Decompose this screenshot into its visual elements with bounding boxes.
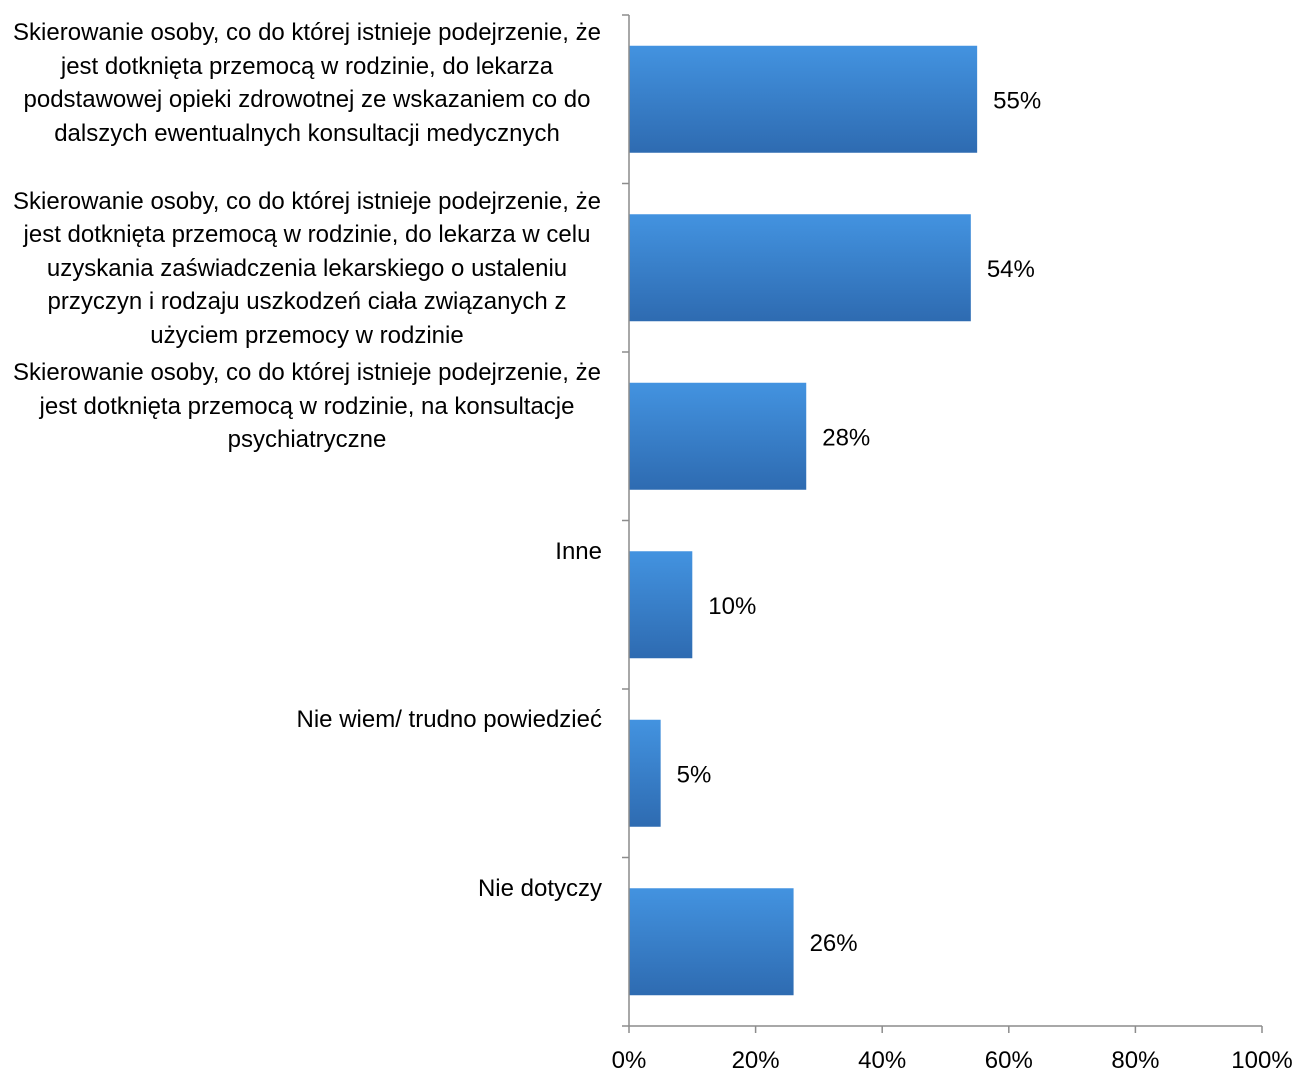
data-label-4: 5% bbox=[677, 761, 712, 788]
data-label-5: 26% bbox=[810, 930, 858, 957]
category-label-line: Nie dotyczy bbox=[477, 874, 602, 902]
category-label-line: jest dotknięta przemocą w rodzinie, na k… bbox=[39, 392, 575, 420]
category-label-line: jest dotknięta przemocą w rodzinie, do l… bbox=[23, 221, 591, 249]
category-label-line: Skierowanie osoby, co do której istnieje… bbox=[13, 187, 601, 215]
x-tick-label: 0% bbox=[612, 1047, 647, 1074]
category-label-5: Nie dotyczy bbox=[12, 872, 602, 906]
x-tick-label: 40% bbox=[858, 1047, 906, 1074]
data-label-0: 55% bbox=[993, 87, 1041, 114]
bar-5 bbox=[629, 888, 794, 996]
category-label-line: Nie wiem/ trudno powiedzieć bbox=[296, 706, 602, 733]
category-label-line: uzyskania zaświadczenia lekarskiego o us… bbox=[46, 254, 568, 282]
category-label-4: Nie wiem/ trudno powiedzieć bbox=[12, 703, 602, 737]
x-tick-label: 20% bbox=[732, 1047, 780, 1074]
bar-3 bbox=[629, 551, 693, 659]
category-label-line: Skierowanie osoby, co do której istnieje… bbox=[13, 359, 601, 386]
data-labels-group: 55% 54% 28% 10% 5% 26% bbox=[677, 87, 1042, 957]
bar-2 bbox=[629, 382, 807, 490]
bar-0 bbox=[629, 45, 978, 153]
category-label-line: przyczyn i rodzaju uszkodzeń ciała związ… bbox=[47, 288, 567, 316]
data-label-3: 10% bbox=[708, 593, 756, 620]
category-label-line: podstawowej opieki zdrowotnej ze wskazan… bbox=[23, 86, 591, 114]
category-label-3: Inne bbox=[12, 535, 602, 569]
bars-group bbox=[629, 45, 978, 996]
category-label-1: Skierowanie osoby, co do której istnieje… bbox=[7, 185, 607, 353]
axes-group: 0% 20% 40% 60% 80% 100% bbox=[612, 14, 1293, 1074]
bar-4 bbox=[629, 719, 661, 827]
category-label-line: Skierowanie osoby, co do której istnieje… bbox=[13, 19, 601, 46]
x-tick-label: 60% bbox=[985, 1047, 1033, 1074]
category-label-line: psychiatryczne bbox=[227, 426, 387, 454]
data-label-2: 28% bbox=[822, 424, 870, 451]
category-label-line: jest dotknięta przemocą w rodzinie, do l… bbox=[60, 52, 554, 80]
bar-1 bbox=[629, 214, 971, 322]
category-label-0: Skierowanie osoby, co do której istnieje… bbox=[7, 16, 607, 150]
category-label-line: dalszych ewentualnych konsultacji medycz… bbox=[54, 119, 560, 147]
x-tick-label: 100% bbox=[1231, 1047, 1292, 1074]
data-label-1: 54% bbox=[987, 256, 1035, 283]
category-label-line: Inne bbox=[555, 537, 602, 565]
category-label-line: użyciem przemocy w rodzinie bbox=[150, 321, 464, 349]
x-tick-label: 80% bbox=[1111, 1047, 1159, 1074]
category-label-2: Skierowanie osoby, co do której istnieje… bbox=[7, 356, 607, 457]
